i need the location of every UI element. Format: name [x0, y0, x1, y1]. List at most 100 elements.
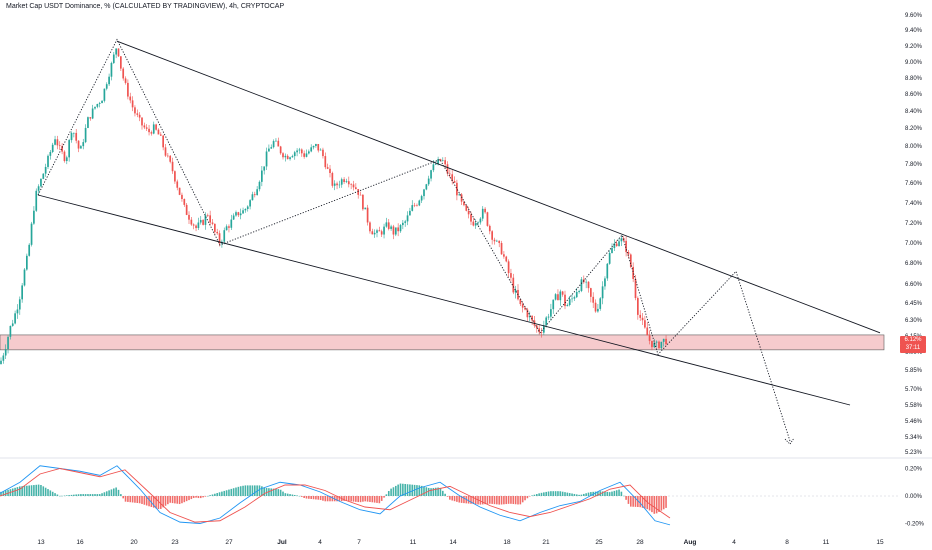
macd-bar [498, 496, 500, 505]
candle-body [96, 103, 99, 107]
candle-body [357, 189, 360, 195]
candle-body [98, 103, 101, 104]
macd-bar [587, 492, 590, 496]
candle [343, 177, 345, 184]
candle [148, 125, 150, 136]
candle [420, 194, 423, 203]
macd-bar [230, 488, 233, 496]
candle-body [211, 222, 214, 224]
candle-body [404, 221, 407, 223]
candle-body [312, 145, 315, 148]
macd-bar [44, 487, 47, 496]
macd-bar [376, 496, 378, 503]
candle-body [110, 62, 113, 77]
candle-body [648, 335, 651, 341]
macd-bar [512, 496, 515, 505]
candle [531, 315, 533, 326]
macd-bar [470, 496, 472, 504]
candle-body [136, 113, 139, 115]
candle [517, 284, 519, 301]
candle [312, 145, 315, 150]
macd-bar [188, 496, 190, 501]
macd-line [0, 465, 671, 526]
candle-body [18, 299, 21, 310]
candle [491, 230, 493, 245]
candle [338, 180, 341, 189]
macd-bar [120, 494, 122, 496]
candle [402, 220, 404, 230]
candle [89, 117, 92, 121]
candle-body [82, 142, 85, 147]
candle [91, 104, 94, 120]
candle [399, 224, 402, 233]
macd-bar [272, 488, 275, 496]
y-axis-tick-label: 5.85% [905, 368, 923, 374]
candle-body [615, 243, 618, 247]
candle-body [406, 215, 409, 222]
macd-bar [446, 496, 449, 497]
candle [507, 259, 510, 278]
candle [268, 144, 270, 152]
y-axis-tick-label: 9.20% [905, 44, 923, 50]
projection-arrowhead [784, 437, 795, 445]
candle [68, 138, 70, 162]
candle [185, 202, 188, 216]
candle-body [279, 146, 282, 154]
macd-bar [110, 489, 113, 496]
candle-body [493, 239, 496, 242]
candle-body [491, 231, 493, 240]
candle-body [124, 78, 127, 83]
candle-body [174, 171, 176, 182]
macd-bar [641, 496, 644, 508]
candle-body [105, 84, 108, 89]
candle-body [409, 210, 411, 216]
macd-bar [131, 496, 134, 503]
candle [441, 157, 444, 162]
candle-body [587, 281, 590, 289]
candle [319, 148, 322, 151]
macd-bar [326, 496, 329, 502]
macd-bar [164, 496, 167, 506]
candle-body [171, 161, 174, 172]
macd-bar [136, 496, 139, 504]
candle-body [547, 316, 550, 318]
macd-bar [571, 493, 573, 496]
candle-body [319, 149, 322, 151]
candle [9, 325, 12, 340]
candle-body [4, 349, 7, 356]
candle [80, 144, 82, 149]
candle-body [73, 132, 75, 134]
x-axis-tick-label: 27 [225, 539, 233, 546]
macd-bar [143, 496, 146, 505]
candle [298, 147, 301, 154]
candle [75, 128, 78, 144]
x-axis-tick-label: 20 [130, 539, 138, 546]
candle [120, 56, 122, 72]
candle [37, 184, 40, 195]
candle-body [101, 100, 103, 104]
candle-body [284, 155, 287, 158]
candle-body [418, 200, 421, 206]
macd-bar [590, 492, 592, 496]
macd-bar [585, 493, 587, 496]
candle [528, 311, 531, 322]
candle-body [49, 151, 52, 156]
candle [460, 193, 463, 205]
candle [315, 143, 317, 148]
candle-body [256, 189, 258, 196]
candle-body [61, 146, 63, 152]
candle-body [521, 304, 524, 308]
macd-bar [608, 492, 611, 496]
candle [510, 268, 512, 282]
candle [65, 155, 68, 165]
candle-body [209, 215, 211, 223]
candle-body [644, 320, 646, 328]
candle-body [265, 151, 268, 167]
candle-body [458, 194, 461, 196]
candle-body [155, 124, 157, 130]
candle [181, 192, 183, 202]
macd-bar [11, 488, 14, 496]
candle [141, 117, 143, 130]
candle [564, 290, 566, 310]
